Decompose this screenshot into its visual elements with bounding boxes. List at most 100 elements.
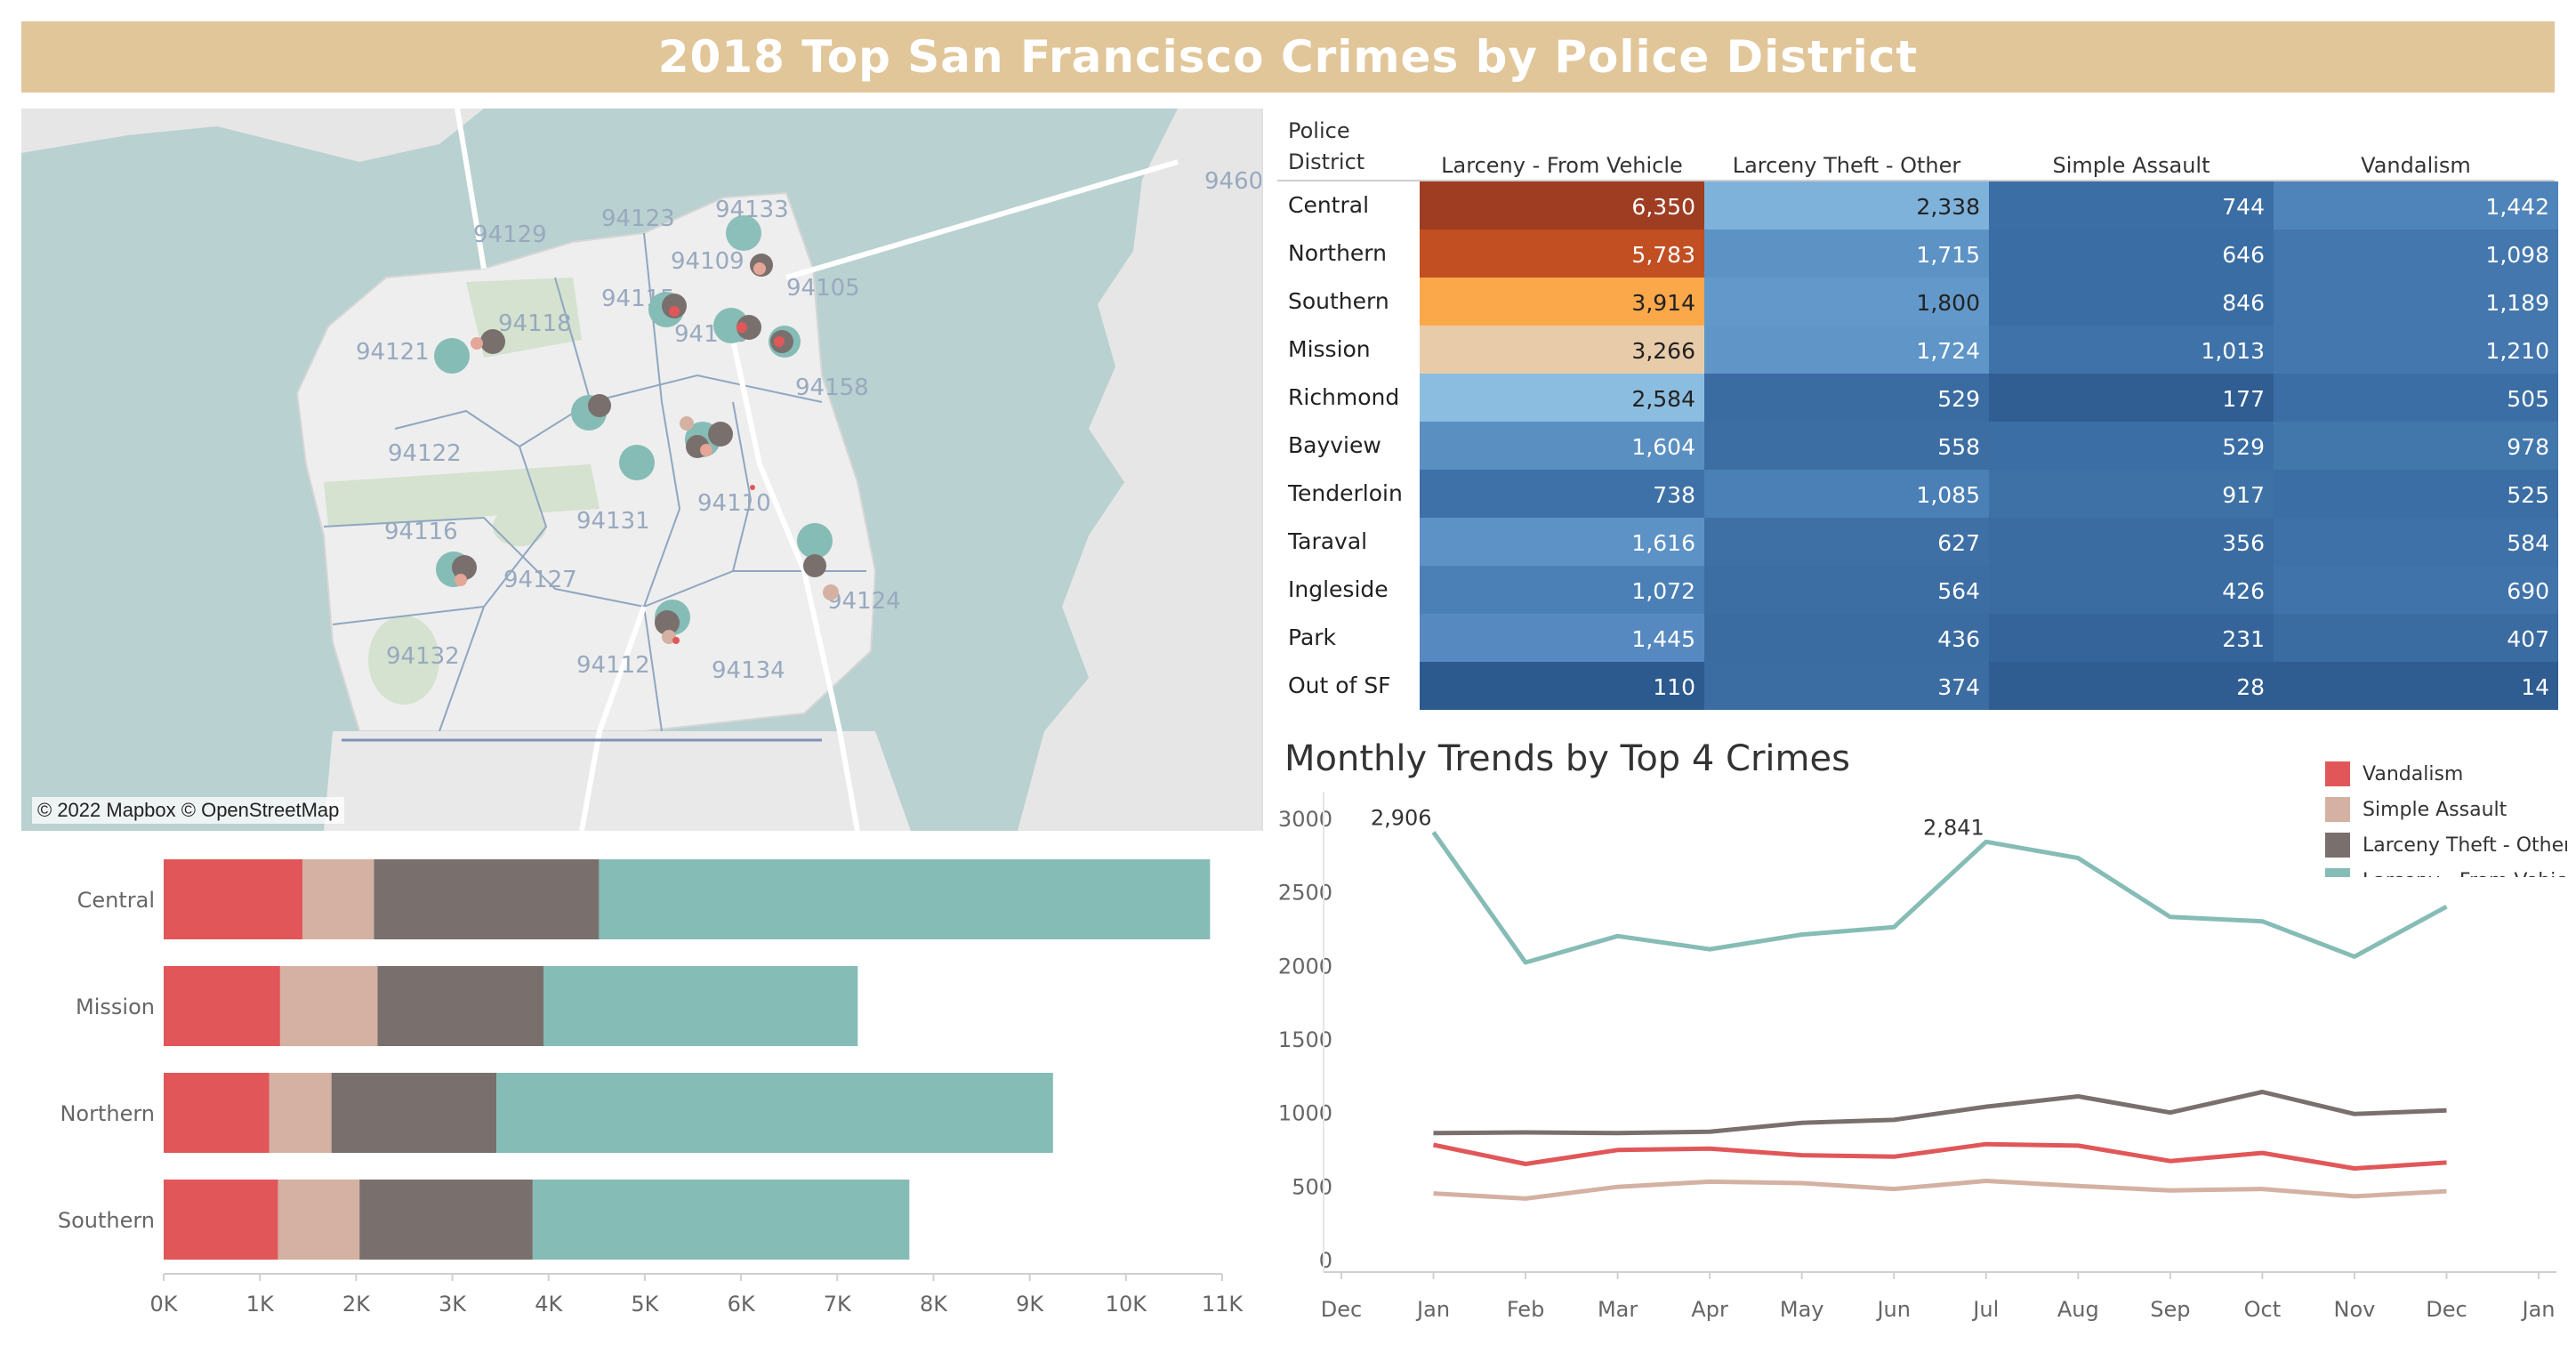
table-cell[interactable]: 5,783 [1420,230,1704,278]
bar-segment[interactable] [279,966,378,1046]
marker-simple-assault[interactable] [680,416,694,431]
table-cell[interactable]: 356 [1989,518,2274,566]
table-row[interactable]: Tenderloin 738 1,085 917 525 [1277,470,2558,518]
marker-simple-assault[interactable] [455,574,467,586]
bar-segment[interactable] [164,1180,278,1260]
table-cell[interactable]: 978 [2274,422,2558,470]
table-row[interactable]: Taraval 1,616 627 356 584 [1277,518,2558,566]
line-series-larceny-from-vehicle[interactable] [1431,831,2448,965]
marker-larceny-theft-other[interactable] [655,610,680,635]
table-cell[interactable]: 2,584 [1420,374,1704,422]
marker-larceny-from-vehicle[interactable] [619,445,655,480]
table-cell[interactable]: 110 [1420,662,1704,710]
column-header[interactable]: Simple Assault [2052,153,2210,178]
column-header[interactable]: Larceny Theft - Other [1732,153,1961,178]
table-cell[interactable]: 529 [1989,422,2274,470]
marker-simple-assault[interactable] [700,444,712,456]
marker-larceny-from-vehicle[interactable] [797,523,833,559]
table-cell[interactable]: 529 [1704,374,1989,422]
marker-simple-assault[interactable] [823,584,839,600]
bar-segment[interactable] [377,966,543,1046]
legend-item-simple-assault[interactable]: Simple Assault [2325,792,2507,827]
table-cell[interactable]: 584 [2274,518,2558,566]
crime-markers[interactable] [434,215,839,644]
table-cell[interactable]: 426 [1989,566,2274,614]
table-cell[interactable]: 374 [1704,662,1989,710]
bar-segment[interactable] [331,1073,497,1153]
table-cell[interactable]: 1,013 [1989,326,2274,374]
table-row[interactable]: Central 6,350 2,338 744 1,442 [1277,181,2558,230]
bar-segment[interactable] [269,1073,332,1153]
table-cell[interactable]: 28 [1989,662,2274,710]
table-cell[interactable]: 690 [2274,566,2558,614]
table-cell[interactable]: 14 [2274,662,2558,710]
legend-item-larceny-theft-other[interactable]: Larceny Theft - Other [2325,827,2567,863]
table-row[interactable]: Out of SF 110 374 28 14 [1277,662,2558,710]
column-header[interactable]: Vandalism [2361,153,2471,178]
table-cell[interactable]: 407 [2274,614,2558,662]
marker-larceny-theft-other[interactable] [452,555,477,580]
table-cell[interactable]: 1,210 [2274,326,2558,374]
marker-larceny-theft-other[interactable] [480,329,505,354]
table-cell[interactable]: 177 [1989,374,2274,422]
bar-segment[interactable] [164,859,302,939]
table-cell[interactable]: 846 [1989,278,2274,326]
legend-item-vandalism[interactable]: Vandalism [2325,756,2463,792]
table-row[interactable]: Park 1,445 436 231 407 [1277,614,2558,662]
table-cell[interactable]: 564 [1704,566,1989,614]
table-row[interactable]: Mission 3,266 1,724 1,013 1,210 [1277,326,2558,374]
table-cell[interactable]: 1,072 [1420,566,1704,614]
table-cell[interactable]: 1,800 [1704,278,1989,326]
table-row[interactable]: Bayview 1,604 558 529 978 [1277,422,2558,470]
bar-segment[interactable] [532,1180,910,1260]
table-cell[interactable]: 1,604 [1420,422,1704,470]
bar-segment[interactable] [164,966,280,1046]
bar-segment[interactable] [302,859,374,939]
table-cell[interactable]: 3,914 [1420,278,1704,326]
table-row[interactable]: Richmond 2,584 529 177 505 [1277,374,2558,422]
marker-larceny-from-vehicle[interactable] [434,338,470,374]
table-row[interactable]: Northern 5,783 1,715 646 1,098 [1277,230,2558,278]
map-canvas[interactable]: 94123 94133 94129 94109 94105 94118 9411… [21,109,1261,831]
bar-segment[interactable] [496,1073,1053,1153]
marker-vandalism[interactable] [774,336,785,347]
table-cell[interactable]: 738 [1420,470,1704,518]
table-cell[interactable]: 525 [2274,470,2558,518]
bar-segment[interactable] [359,1180,533,1260]
marker-larceny-theft-other[interactable] [588,394,611,417]
bar-segment[interactable] [164,1073,270,1153]
table-cell[interactable]: 917 [1989,470,2274,518]
district-map[interactable]: 94123 94133 94129 94109 94105 94118 9411… [21,109,1263,831]
table-cell[interactable]: 1,616 [1420,518,1704,566]
table-cell[interactable]: 2,338 [1704,181,1989,230]
table-row[interactable]: Southern 3,914 1,800 846 1,189 [1277,278,2558,326]
table-cell[interactable]: 6,350 [1420,181,1704,230]
bar-segment[interactable] [278,1180,360,1260]
bar-segment[interactable] [374,859,600,939]
legend-item-larceny-from-vehicle[interactable]: Larceny - From Vehicle [2325,863,2567,877]
line-series-vandalism[interactable] [1432,1141,2447,1171]
table-cell[interactable]: 1,715 [1704,230,1989,278]
table-cell[interactable]: 436 [1704,614,1989,662]
table-cell[interactable]: 646 [1989,230,2274,278]
line-series-larceny-theft-other[interactable] [1433,1090,2447,1136]
table-cell[interactable]: 1,098 [2274,230,2558,278]
table-cell[interactable]: 744 [1989,181,2274,230]
marker-vandalism[interactable] [737,322,747,333]
marker-larceny-theft-other[interactable] [708,422,733,447]
table-cell[interactable]: 3,266 [1420,326,1704,374]
marker-simple-assault[interactable] [471,337,483,350]
marker-vandalism[interactable] [750,485,755,490]
table-cell[interactable]: 1,442 [2274,181,2558,230]
map-attribution[interactable]: © 2022 Mapbox © OpenStreetMap [32,797,345,824]
table-cell[interactable]: 627 [1704,518,1989,566]
line-series-simple-assault[interactable] [1433,1179,2447,1201]
bar-segment[interactable] [599,859,1211,939]
line-chart-legend[interactable]: Vandalism Simple Assault Larceny Theft -… [2325,742,2567,877]
marker-vandalism[interactable] [669,306,680,317]
table-cell[interactable]: 231 [1989,614,2274,662]
table-cell[interactable]: 1,189 [2274,278,2558,326]
table-row[interactable]: Ingleside 1,072 564 426 690 [1277,566,2558,614]
table-cell[interactable]: 505 [2274,374,2558,422]
marker-larceny-theft-other[interactable] [737,315,761,340]
